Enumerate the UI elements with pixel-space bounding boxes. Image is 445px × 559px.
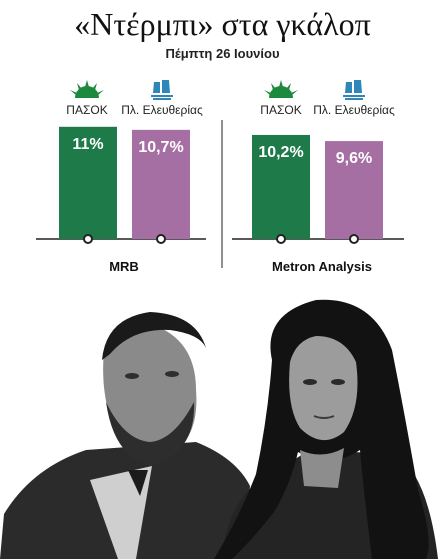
axis-marker xyxy=(83,234,93,244)
axis-marker xyxy=(349,234,359,244)
value-label-pasok-mrb: 11% xyxy=(72,136,103,153)
party-label-plefth-2: Πλ. Ελευθερίας xyxy=(313,103,395,117)
panel-label-mrb: MRB xyxy=(109,259,139,274)
pasok-sun-logo-icon xyxy=(70,80,104,98)
pasok-sun-logo-icon xyxy=(264,80,298,98)
value-label-plefth-mrb: 10,7% xyxy=(138,139,183,156)
bar-pasok-metron xyxy=(252,134,310,239)
man-figure xyxy=(0,312,250,559)
page-subtitle: Πέμπτη 26 Ιουνίου xyxy=(165,46,280,61)
bar-plefth-mrb xyxy=(132,129,190,239)
woman-figure xyxy=(214,299,438,559)
party-label-pasok-2: ΠΑΣΟΚ xyxy=(260,103,302,117)
value-label-pasok-metron: 10,2% xyxy=(258,144,303,161)
value-label-plefth-metron: 9,6% xyxy=(336,150,372,167)
bar-chart: 11% 10,7% 10,2% 9,6% MRB Metron Analysis xyxy=(36,120,404,274)
axis-marker xyxy=(276,234,286,244)
page-title: «Ντέρμπι» στα γκάλοπ xyxy=(74,6,371,42)
bar-pasok-mrb xyxy=(59,126,117,239)
ship-logo-icon xyxy=(151,80,173,100)
bar-plefth-metron xyxy=(325,141,383,239)
party-label-pasok-1: ΠΑΣΟΚ xyxy=(66,103,108,117)
ship-logo-icon xyxy=(343,80,365,100)
party-label-plefth-1: Πλ. Ελευθερίας xyxy=(121,103,203,117)
axis-marker xyxy=(156,234,166,244)
politicians-photo xyxy=(0,299,438,559)
panel-label-metron: Metron Analysis xyxy=(272,259,372,274)
